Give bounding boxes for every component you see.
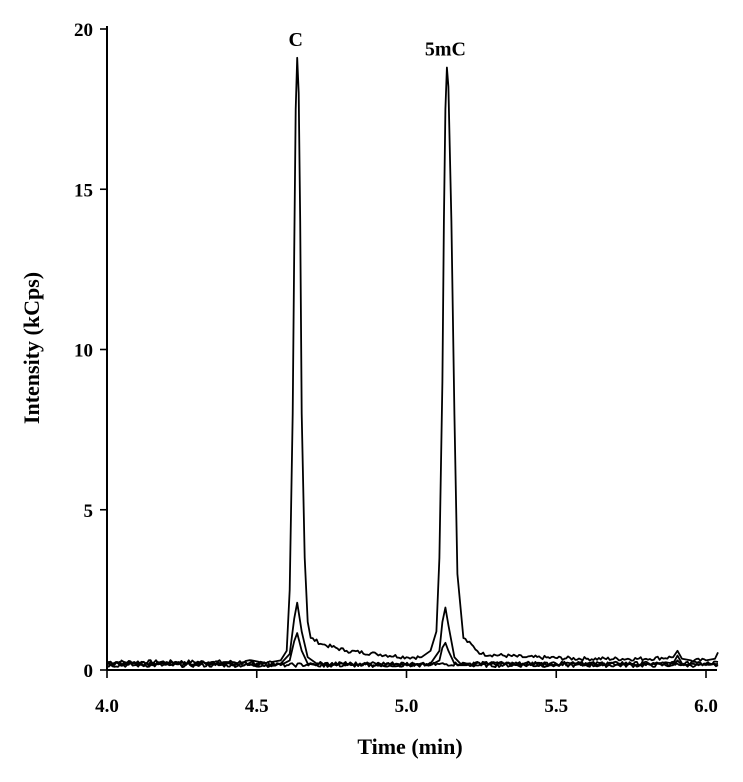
peak-label-5mc: 5mC xyxy=(425,38,466,60)
x-tick-label: 5.5 xyxy=(544,696,568,717)
series-trace-baseline xyxy=(107,660,719,668)
y-tick-label: 10 xyxy=(74,341,93,362)
y-tick-label: 0 xyxy=(84,661,94,682)
y-tick-label: 15 xyxy=(74,180,93,201)
series-trace-high xyxy=(107,56,719,665)
x-axis-title: Time (min) xyxy=(357,734,462,759)
trace-group xyxy=(106,56,719,668)
x-axis-ticks: 4.0 4.5 5.0 5.5 6.0 xyxy=(95,670,718,717)
peak-labels: C 5mC xyxy=(288,29,466,61)
y-axis-title: Intensity (kCps) xyxy=(19,272,44,424)
x-tick-label: 5.0 xyxy=(395,696,419,717)
y-tick-label: 5 xyxy=(84,501,94,522)
x-tick-label: 4.5 xyxy=(245,696,269,717)
y-axis-ticks: 0 5 10 15 20 xyxy=(74,20,107,682)
x-tick-label: 4.0 xyxy=(95,696,119,717)
peak-label-c: C xyxy=(288,29,302,51)
y-tick-label: 20 xyxy=(74,20,93,41)
series-trace-medium xyxy=(106,601,719,667)
x-tick-label: 6.0 xyxy=(694,696,718,717)
